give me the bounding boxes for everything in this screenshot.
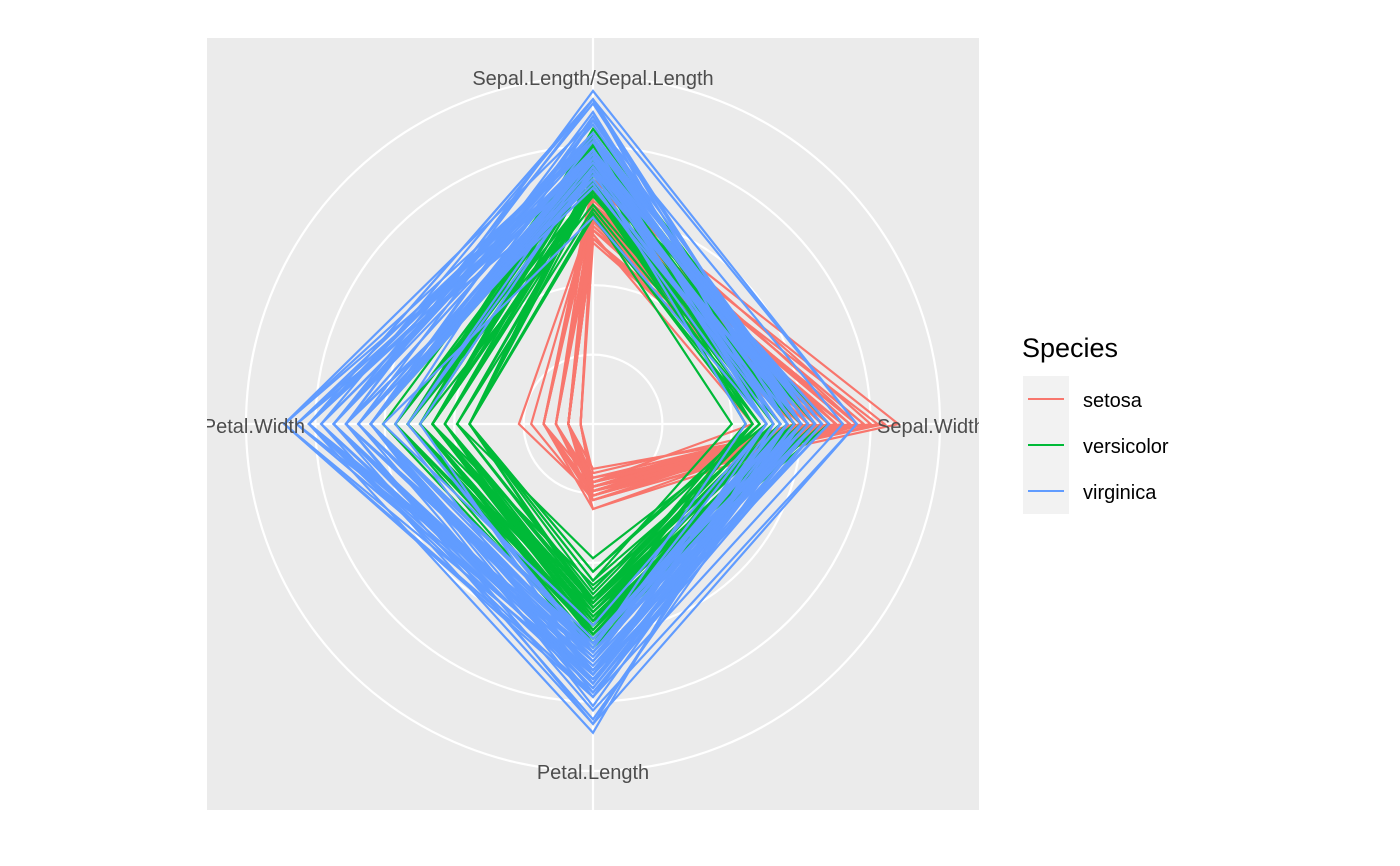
radar-line-virginica xyxy=(369,173,803,654)
radar-line-virginica xyxy=(294,139,810,677)
radar-line-virginica xyxy=(381,215,768,627)
series-layer xyxy=(282,89,901,735)
axis-label-left: Petal.Width xyxy=(203,416,305,438)
axis-label-bottom: Petal.Length xyxy=(537,762,649,784)
legend-item-setosa[interactable]: setosa xyxy=(1028,390,1143,412)
radar-line-versicolor xyxy=(468,211,755,574)
legend: Species setosa versicolor virginica xyxy=(1022,333,1169,514)
legend-label-virginica: virginica xyxy=(1083,482,1157,504)
radar-line-virginica xyxy=(356,156,768,650)
legend-item-virginica[interactable]: virginica xyxy=(1028,482,1157,504)
radar-line-virginica xyxy=(282,139,824,681)
radar-line-versicolor xyxy=(443,190,775,623)
axis-labels: Sepal.Length/Sepal.Length Sepal.Width Pe… xyxy=(203,68,985,784)
axis-label-top: Sepal.Length/Sepal.Length xyxy=(472,68,713,90)
axis-label-right: Sepal.Width xyxy=(877,416,985,438)
series-virginica xyxy=(282,89,859,735)
legend-label-versicolor: versicolor xyxy=(1083,436,1169,458)
radar-line-virginica xyxy=(344,148,803,659)
radar-line-versicolor xyxy=(455,207,769,560)
legend-title: Species xyxy=(1022,333,1118,363)
radar-line-virginica xyxy=(307,161,831,668)
legend-label-setosa: setosa xyxy=(1083,390,1143,412)
legend-item-versicolor[interactable]: versicolor xyxy=(1028,436,1169,458)
